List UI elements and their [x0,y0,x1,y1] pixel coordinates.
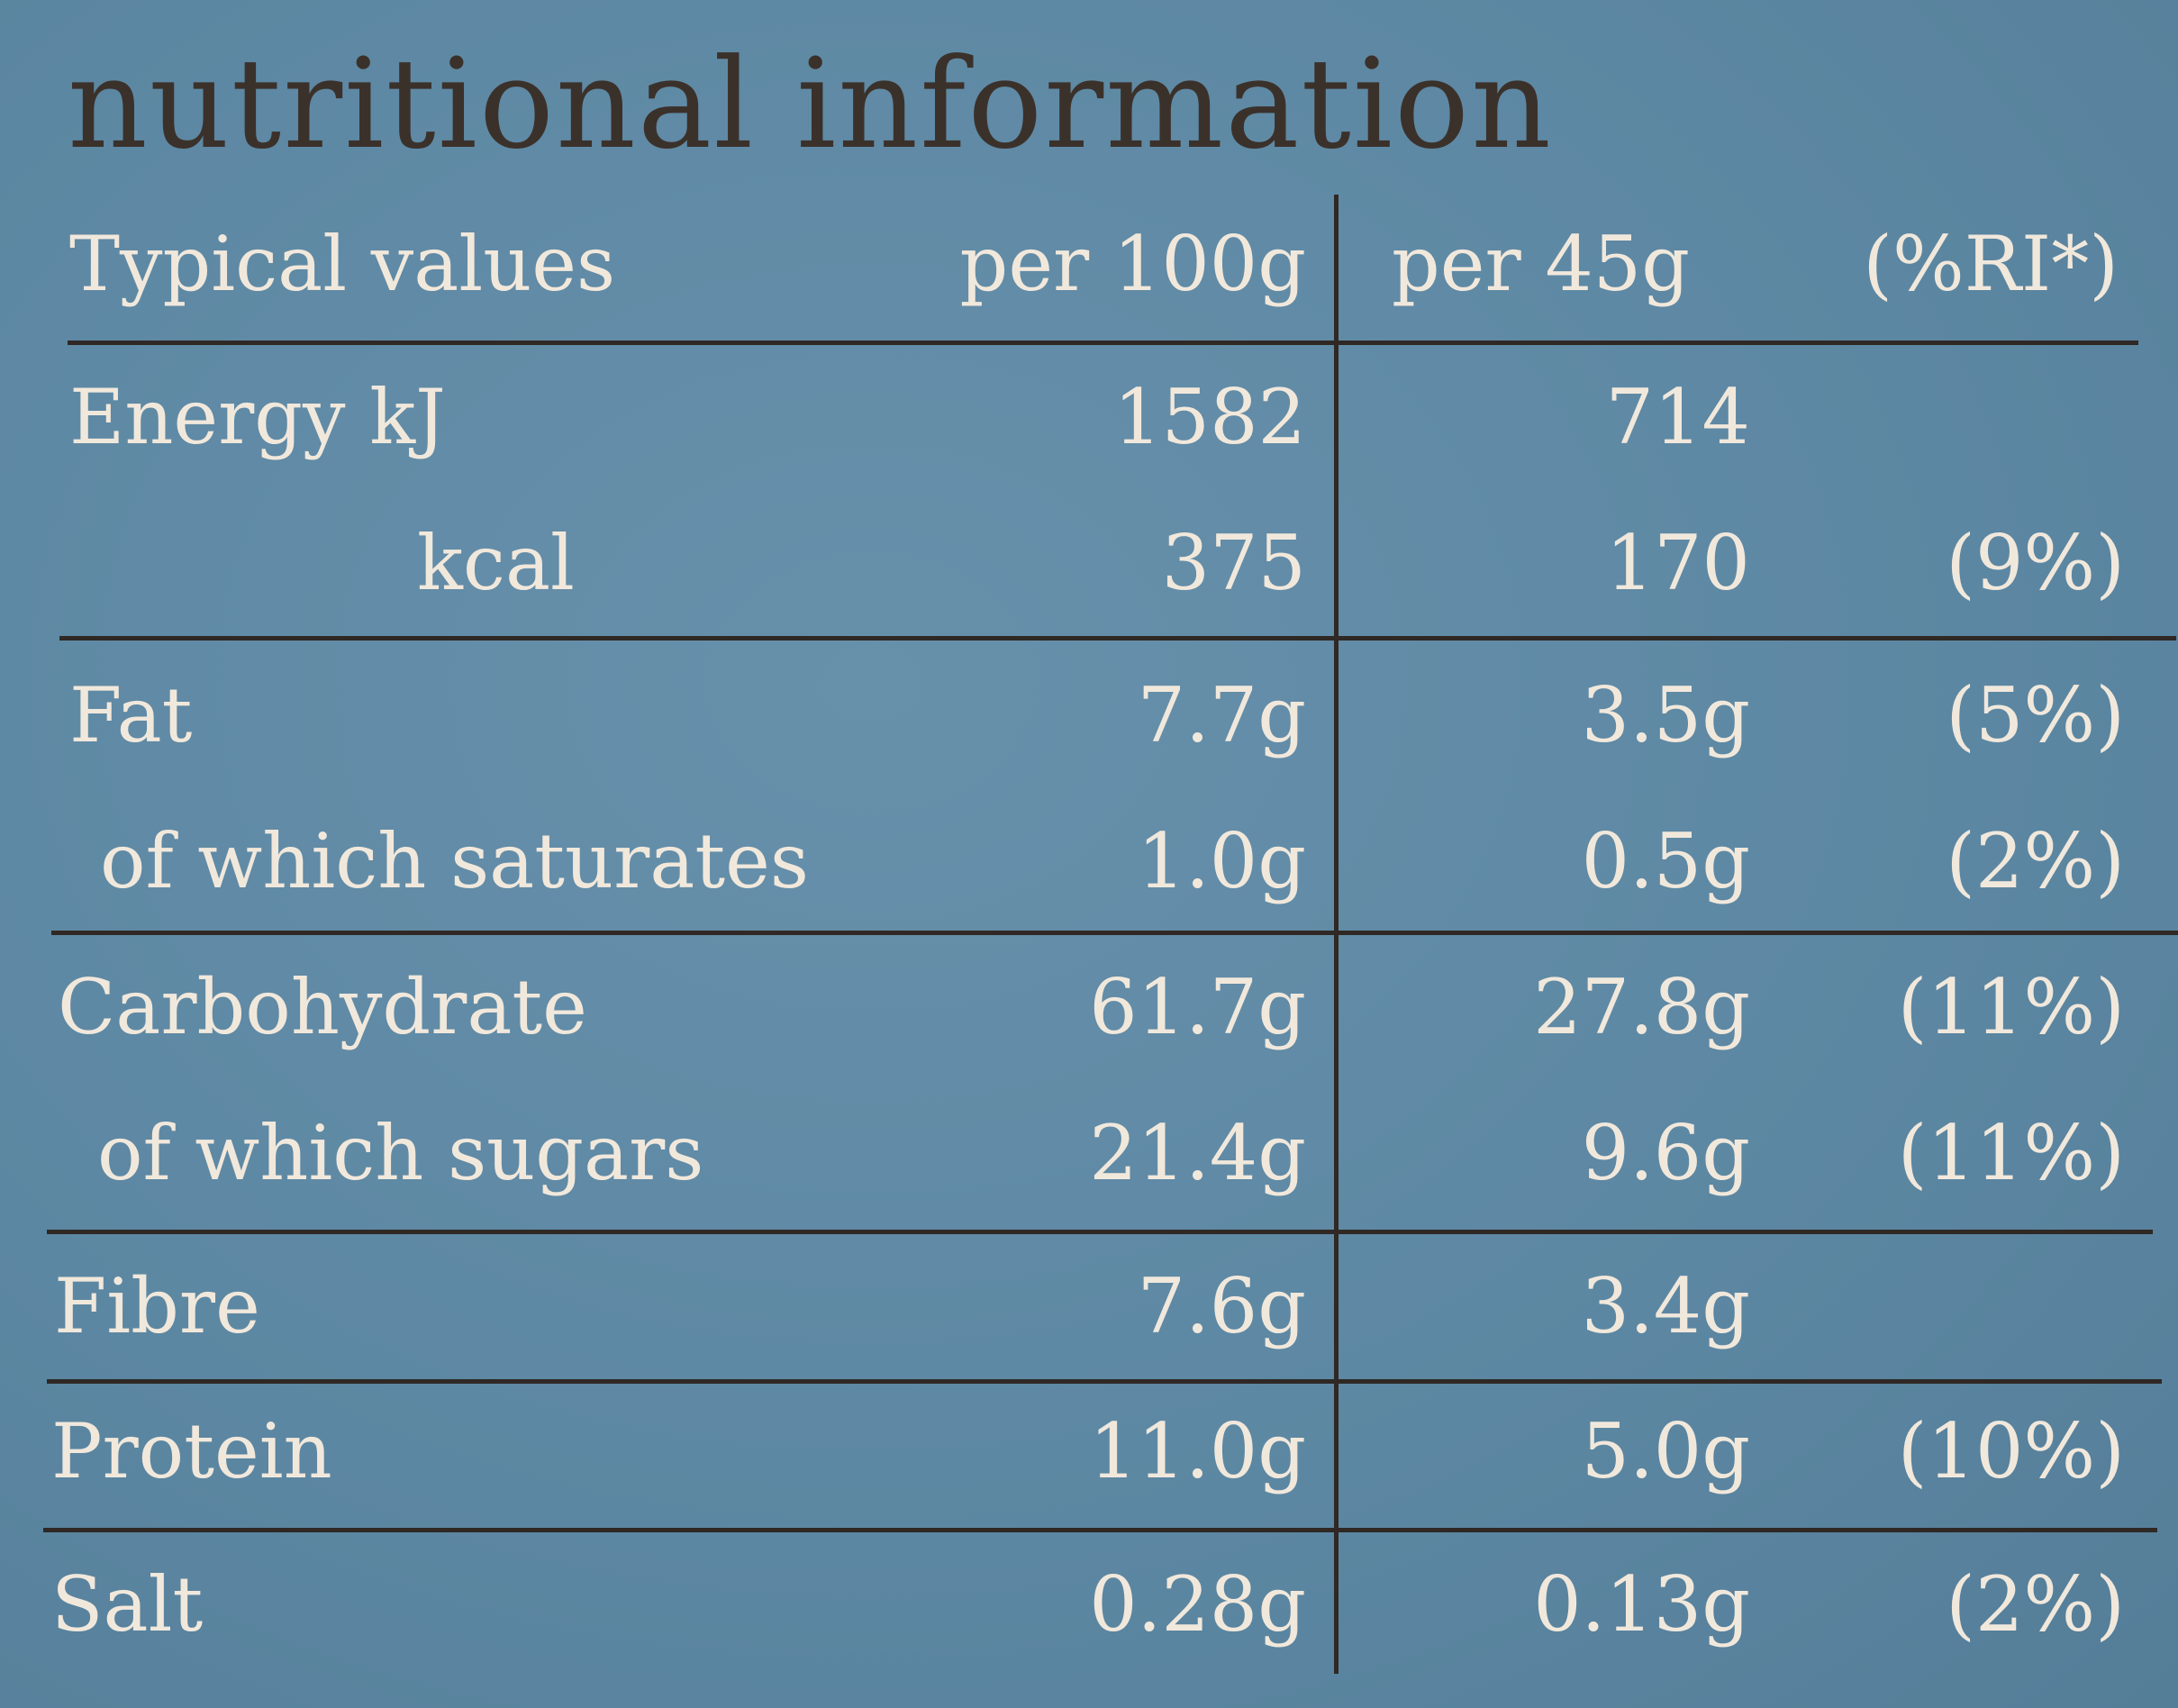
row-rule [43,1528,2157,1532]
value-per-100g: 61.7g [1089,963,1306,1051]
row-label: Protein [51,1407,332,1495]
value-per-100g: 7.6g [1137,1262,1306,1350]
value-per-100g: 1.0g [1137,817,1306,905]
value-per-45g: 3.5g [1581,671,1750,759]
value-per-45g: 170 [1605,519,1750,607]
row-label: Salt [51,1560,204,1649]
row-label: of which sugars [97,1109,704,1197]
row-rule [47,1230,2153,1234]
value-ri: (9%) [1946,519,2125,607]
header-per-100g: per 100g [959,220,1306,308]
value-per-100g: 11.0g [1089,1407,1306,1495]
value-per-45g: 0.13g [1533,1560,1750,1649]
value-per-45g: 0.5g [1581,817,1750,905]
row-label: kcal [417,519,575,607]
value-per-100g: 0.28g [1089,1560,1306,1649]
value-per-45g: 714 [1605,373,1750,461]
header-label: Typical values [69,220,616,308]
row-rule [68,341,2138,345]
title: nutritional information [68,32,1553,177]
value-per-100g: 1582 [1113,373,1306,461]
value-per-45g: 5.0g [1581,1407,1750,1495]
value-ri: (2%) [1946,817,2125,905]
value-ri: (11%) [1897,963,2125,1051]
value-ri: (11%) [1897,1109,2125,1197]
value-per-45g: 3.4g [1581,1262,1750,1350]
value-per-100g: 375 [1161,519,1306,607]
value-ri: (2%) [1946,1560,2125,1649]
value-per-45g: 27.8g [1533,963,1750,1051]
value-per-100g: 7.7g [1137,671,1306,759]
row-label: Fibre [54,1262,260,1350]
value-per-45g: 9.6g [1581,1109,1750,1197]
row-rule [47,1379,2162,1384]
row-rule [51,931,2178,935]
row-label: Fat [69,671,193,759]
value-ri: (10%) [1897,1407,2125,1495]
header-ri: (%RI*) [1863,220,2119,308]
row-label: Carbohydrate [58,963,587,1051]
header-per-45g: per 45g [1392,220,1690,308]
row-label: of which saturates [100,817,809,905]
row-rule [59,636,2176,640]
row-label: Energy kJ [69,373,446,461]
value-per-100g: 21.4g [1089,1109,1306,1197]
value-ri: (5%) [1946,671,2125,759]
